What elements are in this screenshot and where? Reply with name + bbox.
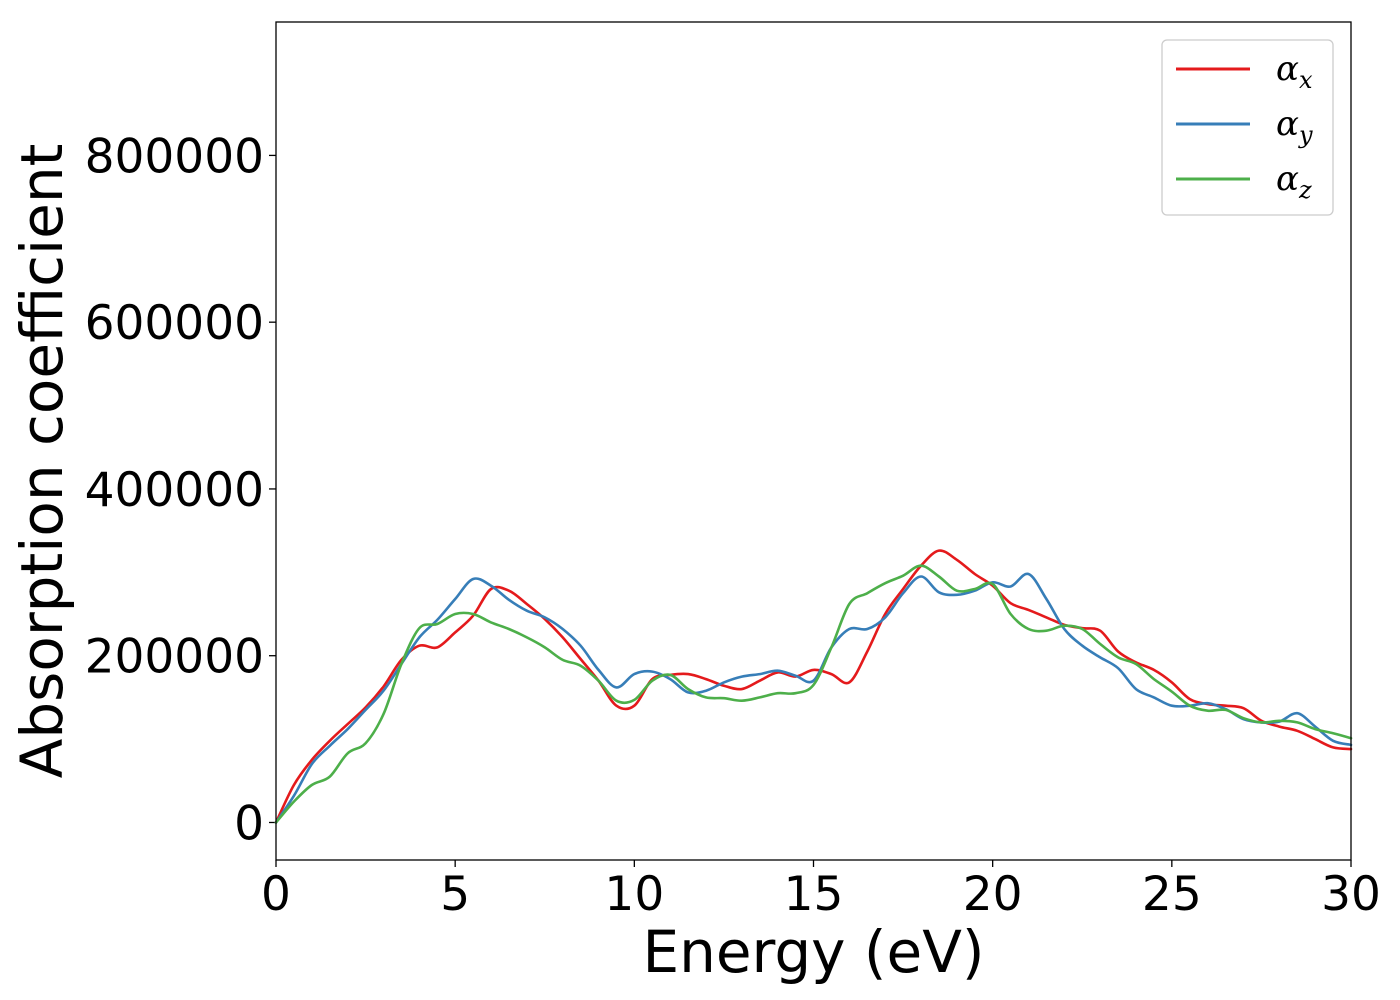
y-axis-title: Absorption coefficient (8, 144, 76, 779)
legend-box (1161, 39, 1334, 216)
x-axis-title: Energy (eV) (642, 918, 984, 986)
y-tick-label: 0 (234, 796, 264, 851)
legend-item-alpha-y: αy (1176, 104, 1313, 149)
x-tick-label: 20 (963, 867, 1023, 922)
legend-item-alpha-z: αz (1176, 159, 1312, 204)
series-line-alpha-z (274, 564, 1353, 824)
legend-item-alpha-x: αx (1176, 49, 1313, 94)
x-tick-label: 15 (784, 867, 844, 922)
y-tick-label: 400000 (85, 463, 264, 518)
legend-label: αz (1276, 159, 1312, 204)
legend-subscript: z (1298, 176, 1312, 204)
x-tick-label: 30 (1321, 867, 1381, 922)
legend-label: αx (1276, 49, 1313, 94)
x-tick-label: 5 (440, 867, 470, 922)
x-tick-label: 25 (1142, 867, 1202, 922)
y-tick-label: 600000 (85, 296, 264, 351)
y-tick-label: 200000 (85, 630, 264, 685)
series-layer (274, 549, 1353, 824)
series-line-alpha-x (274, 549, 1353, 824)
legend-label: αy (1276, 104, 1313, 149)
legend-symbol: α (1276, 49, 1299, 89)
x-tick-label: 10 (604, 867, 664, 922)
legend-subscript: y (1298, 121, 1313, 149)
y-tick-label: 800000 (85, 129, 264, 184)
legend-symbol: α (1276, 104, 1299, 144)
series-line-alpha-y (274, 572, 1353, 824)
legend-symbol: α (1276, 159, 1299, 199)
x-axis: 0 5 10 15 20 25 30 (261, 860, 1381, 922)
plot-frame (275, 21, 1352, 861)
y-axis: 0 200000 400000 600000 800000 (85, 129, 276, 851)
x-tick-label: 0 (261, 867, 291, 922)
legend-subscript: x (1299, 66, 1313, 94)
